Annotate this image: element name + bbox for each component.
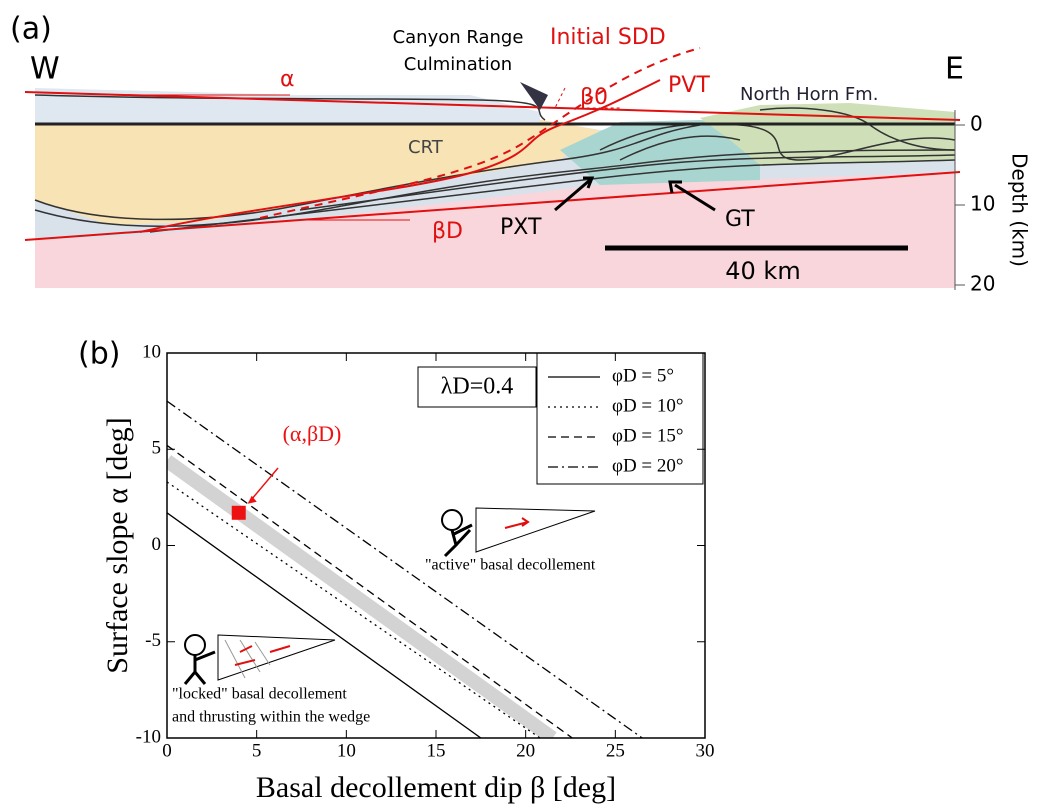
- annotation: "locked" basal decollement: [172, 686, 347, 703]
- x-tick-label: 0: [162, 740, 172, 761]
- annotation: Canyon Range: [393, 27, 524, 48]
- wedge-lines: [224, 639, 271, 679]
- cross-section: [24, 47, 961, 290]
- annotation: CRT: [408, 137, 444, 158]
- lambda-box: [417, 366, 537, 408]
- wedge-arrow: [234, 645, 291, 666]
- figure-head: [184, 634, 206, 656]
- x-axis-label: Basal decollement dip β [deg]: [256, 771, 616, 804]
- annotation: βD: [432, 219, 463, 244]
- west-label: W: [30, 52, 60, 87]
- y-tick-label: 5: [152, 438, 162, 459]
- scale-label: 40 km: [725, 257, 800, 285]
- depth-label: Depth (km): [1008, 153, 1032, 267]
- panel-a-labels: (a) W E Canyon Range Culmination Initial…: [10, 12, 1032, 286]
- y-tick-label: -10: [136, 726, 161, 747]
- x-tick-label: 10: [337, 740, 356, 761]
- depth-axis: 0 10 20: [955, 112, 995, 296]
- figure-body: [443, 523, 473, 558]
- point-arrow: [248, 467, 279, 504]
- x-tick-label: 30: [696, 740, 715, 761]
- lambda-label: λD=0.4: [441, 374, 514, 400]
- depth-tick-label: 20: [970, 272, 995, 296]
- wedge: [217, 634, 336, 681]
- depth-tick-label: 10: [970, 192, 995, 216]
- legend-label: φD = 10°: [612, 395, 684, 416]
- y-tick-label: 10: [142, 341, 161, 362]
- x-tick-label: 15: [427, 740, 446, 761]
- figure-head: [441, 509, 463, 531]
- legend-label: φD = 15°: [612, 425, 684, 446]
- y-tick-label: -5: [145, 630, 161, 651]
- panel-label: (a): [10, 12, 52, 47]
- x-tick-label: 20: [516, 740, 535, 761]
- depth-tick-label: 0: [970, 112, 983, 136]
- annotation: PVT: [668, 73, 710, 98]
- annotation: GT: [725, 207, 755, 232]
- annotation: PXT: [500, 215, 542, 240]
- wedge-arrow: [504, 517, 530, 529]
- legend-label: φD = 5°: [612, 365, 674, 386]
- legend-box: [536, 352, 704, 485]
- annotation: "active" basal decollement: [425, 557, 596, 574]
- series-line: [167, 444, 573, 738]
- panel-label: (b): [78, 337, 120, 372]
- y-tick-label: 0: [152, 534, 162, 555]
- x-tick-label: 25: [606, 740, 625, 761]
- yellow-layer: [35, 118, 600, 225]
- wedge: [475, 507, 596, 553]
- x-tick-label: 5: [252, 740, 262, 761]
- y-axis-label: Surface slope α [deg]: [101, 417, 134, 673]
- legend-label: φD = 20°: [612, 455, 684, 476]
- east-label: E: [945, 52, 964, 87]
- band: [167, 455, 557, 738]
- annotation: β0: [580, 85, 608, 110]
- point-label: (α,βD): [283, 421, 342, 446]
- annotation: North Horn Fm.: [740, 84, 878, 105]
- series-line: [167, 400, 643, 738]
- annotation: Culmination: [404, 54, 512, 75]
- series-line: [167, 512, 482, 738]
- annotation: Initial SDD: [550, 25, 666, 50]
- data-point: [231, 505, 246, 520]
- chart: (b) Basal decollement dip β [deg] Surface …: [78, 337, 715, 804]
- annotation: α: [280, 67, 295, 92]
- figure-body: [183, 650, 216, 685]
- point-arrowhead: [247, 495, 257, 504]
- annotation: and thrusting within the wedge: [172, 709, 370, 726]
